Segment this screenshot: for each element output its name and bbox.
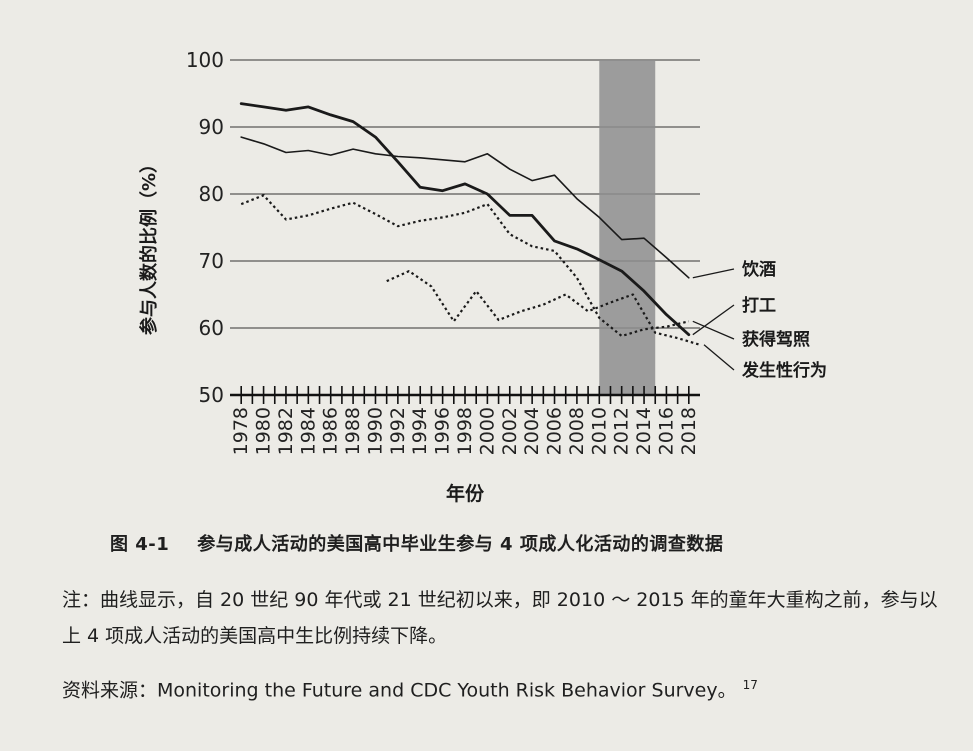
series-line-饮酒 bbox=[240, 136, 690, 279]
series-lines bbox=[239, 102, 701, 346]
x-tick-label: 1990 bbox=[364, 407, 386, 455]
x-tick-label: 2002 bbox=[499, 407, 521, 455]
figure-caption: 图 4-1 参与成人活动的美国高中毕业生参与 4 项成人化活动的调查数据 bbox=[110, 530, 723, 556]
x-tick-label: 2006 bbox=[544, 407, 566, 455]
series-label-发生性行为: 发生性行为 bbox=[741, 360, 827, 381]
y-tick-label: 90 bbox=[199, 115, 224, 139]
x-tick-label: 2012 bbox=[611, 407, 633, 455]
figure-title: 参与成人活动的美国高中毕业生参与 4 项成人化活动的调查数据 bbox=[197, 534, 724, 555]
footnote-marker: 17 bbox=[742, 678, 758, 692]
y-axis-title: 参与人数的比例（%） bbox=[138, 155, 160, 335]
x-tick-label: 2014 bbox=[633, 407, 655, 455]
figure-number: 图 4-1 bbox=[110, 534, 170, 555]
series-label-饮酒: 饮酒 bbox=[741, 259, 776, 280]
x-tick-label: 1982 bbox=[275, 407, 297, 455]
x-tick-label: 2010 bbox=[588, 407, 610, 455]
x-tick-label: 1988 bbox=[342, 407, 364, 455]
x-tick-label: 2016 bbox=[655, 407, 677, 455]
series-label-打工: 打工 bbox=[742, 295, 776, 316]
x-tick-label: 2004 bbox=[521, 407, 543, 455]
x-tick-label: 2018 bbox=[678, 407, 700, 455]
y-tick-label: 50 bbox=[199, 383, 224, 407]
y-tick-label: 80 bbox=[199, 182, 224, 206]
x-tick-label: 2000 bbox=[476, 407, 498, 455]
shaded-period bbox=[599, 60, 656, 395]
leader-line-发生性行为 bbox=[703, 344, 735, 371]
y-tick-label: 60 bbox=[199, 316, 224, 340]
x-axis-title: 年份 bbox=[446, 482, 485, 505]
leader-line-饮酒 bbox=[692, 268, 735, 279]
x-tick-label: 1986 bbox=[320, 407, 342, 455]
y-tick-label: 70 bbox=[199, 249, 224, 273]
x-tick-label: 1994 bbox=[409, 407, 431, 455]
x-tick-label: 2008 bbox=[566, 407, 588, 455]
x-tick-label: 1998 bbox=[454, 407, 476, 455]
series-line-打工 bbox=[239, 102, 691, 337]
x-tick-label: 1980 bbox=[253, 407, 275, 455]
leader-line-获得驾照 bbox=[692, 320, 735, 340]
y-tick-label: 100 bbox=[186, 48, 224, 72]
leader-line-打工 bbox=[692, 304, 735, 336]
data-source: 资料来源：Monitoring the Future and CDC Youth… bbox=[62, 670, 758, 705]
x-tick-label: 1978 bbox=[230, 407, 252, 455]
x-tick-label: 1996 bbox=[432, 407, 454, 455]
source-text: 资料来源：Monitoring the Future and CDC Youth… bbox=[62, 679, 737, 702]
series-label-获得驾照: 获得驾照 bbox=[742, 329, 810, 350]
x-tick-label: 1984 bbox=[297, 407, 319, 455]
figure-note: 注：曲线显示，自 20 世纪 90 年代或 21 世纪初以来，即 2010 ～ … bbox=[62, 589, 938, 647]
shaded-region-2010-2015 bbox=[599, 60, 656, 395]
x-tick-label: 1992 bbox=[387, 407, 409, 455]
